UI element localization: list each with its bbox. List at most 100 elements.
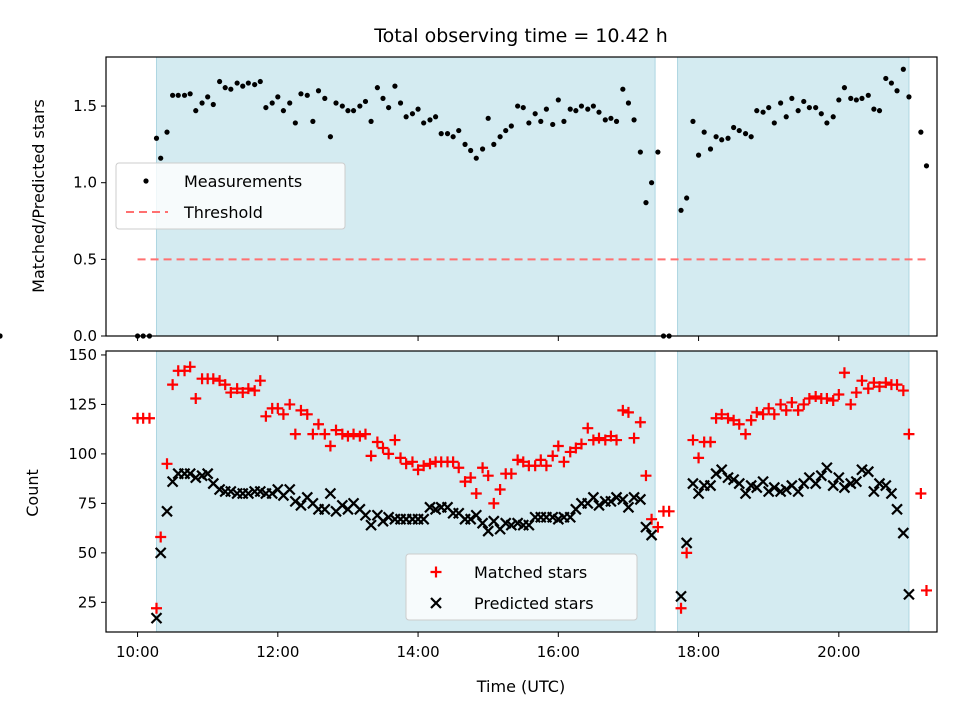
measurements-point — [695, 152, 702, 158]
predicted-stars-point — [838, 481, 851, 494]
measurements-point — [362, 98, 369, 105]
predicted-stars-point — [365, 519, 377, 531]
measurements-point — [923, 163, 930, 169]
matched-stars-point — [810, 391, 822, 403]
measurements-point — [473, 155, 479, 161]
matched-stars-point — [447, 456, 459, 468]
matched-stars-point — [599, 434, 611, 446]
measurements-point — [719, 137, 725, 143]
predicted-stars-point — [476, 517, 489, 529]
measurements-point — [690, 118, 696, 124]
predicted-stars-point — [809, 477, 822, 490]
matched-stars-point — [575, 438, 587, 450]
measurements-point — [625, 100, 632, 106]
measurements-point — [520, 104, 526, 111]
matched-stars-point — [821, 392, 833, 404]
matched-stars-point — [558, 456, 570, 468]
matched-stars-point — [529, 460, 541, 472]
predicted-stars-point — [593, 499, 605, 512]
predicted-stars-point — [382, 511, 395, 524]
predicted-stars-point — [523, 519, 535, 531]
measurements-point — [608, 115, 614, 121]
matched-stars-point — [301, 408, 313, 420]
series-predicted-stars — [150, 461, 915, 624]
matched-stars-point — [383, 448, 395, 460]
matched-stars-point — [652, 521, 664, 533]
predicted-stars-point — [903, 588, 915, 601]
predicted-stars-point — [605, 495, 617, 508]
series-measurements — [0, 66, 930, 339]
matched-stars-point — [284, 398, 296, 410]
matched-stars-point — [207, 373, 219, 385]
legend-label-matched-stars: Matched stars — [474, 563, 587, 582]
measurements-point — [871, 106, 877, 112]
matched-stars-point — [763, 402, 775, 414]
measurements-point — [888, 80, 895, 86]
measurements-point — [736, 127, 742, 134]
measurements-point — [620, 86, 626, 92]
matched-stars-point — [868, 377, 880, 389]
predicted-stars-point — [266, 487, 278, 500]
matched-stars-point — [231, 383, 243, 395]
measurements-point — [573, 108, 579, 114]
matched-stars-point — [716, 408, 728, 420]
predicted-stars-point — [727, 473, 740, 486]
matched-stars-point — [663, 505, 675, 517]
measurements-point — [210, 101, 216, 108]
measurements-point — [678, 207, 684, 213]
measurements-point — [485, 115, 491, 121]
measurements-point — [427, 117, 433, 123]
y-tick-label: 0.5 — [73, 250, 97, 268]
measurements-point — [158, 155, 164, 161]
legend-top: Measurements Threshold — [115, 162, 346, 230]
matched-stars-point — [564, 446, 576, 458]
predicted-stars-point — [184, 467, 196, 480]
measurements-point — [315, 88, 322, 94]
matched-stars-point — [897, 385, 909, 397]
measurements-point — [643, 200, 649, 206]
predicted-stars-point — [704, 479, 717, 492]
axes-frame — [105, 350, 938, 633]
matched-stars-point — [873, 381, 885, 393]
predicted-stars-point — [628, 491, 640, 504]
y-tick-label: 125 — [68, 395, 97, 413]
y-tick-label: 1.0 — [73, 174, 97, 192]
measurements-point — [368, 118, 374, 124]
matched-stars-point — [915, 487, 927, 499]
measurements-point — [380, 95, 386, 101]
matched-stars-point — [465, 472, 477, 484]
matched-stars-point — [880, 377, 892, 389]
predicted-stars-point — [675, 590, 687, 603]
predicted-stars-point — [868, 485, 880, 498]
matched-stars-point — [845, 398, 857, 410]
matched-stars-point — [517, 456, 529, 468]
predicted-stars-point — [645, 529, 658, 541]
predicted-stars-point — [880, 479, 892, 492]
measurements-point — [742, 131, 749, 137]
measurements-point — [397, 100, 404, 106]
matched-stars-point — [342, 430, 354, 442]
measurements-point — [865, 92, 871, 98]
matched-stars-point — [768, 408, 780, 420]
y-axis-label-bottom: Count — [23, 469, 42, 517]
top-panel: 0.0 0.5 1.0 1.5 Measurements Threshold — [0, 56, 938, 345]
predicted-stars-point — [488, 515, 500, 527]
measurements-point — [287, 100, 293, 106]
measurements-point — [386, 104, 392, 111]
matched-stars-point — [850, 387, 862, 399]
matched-stars-point — [798, 398, 810, 410]
legend-label-predicted-stars: Predicted stars — [474, 594, 594, 613]
matched-stars-point — [681, 547, 693, 559]
measurements-point — [193, 108, 199, 114]
matched-stars-point — [505, 468, 517, 480]
matched-stars-point — [167, 379, 179, 391]
measurements-point — [900, 66, 906, 72]
matched-stars-point — [704, 436, 716, 448]
measurements-point — [567, 106, 573, 112]
matched-stars-point — [424, 458, 436, 470]
measurements-point — [175, 92, 181, 98]
matched-stars-point — [920, 584, 932, 596]
legend-box — [115, 162, 346, 230]
matched-stars-point — [330, 424, 342, 436]
